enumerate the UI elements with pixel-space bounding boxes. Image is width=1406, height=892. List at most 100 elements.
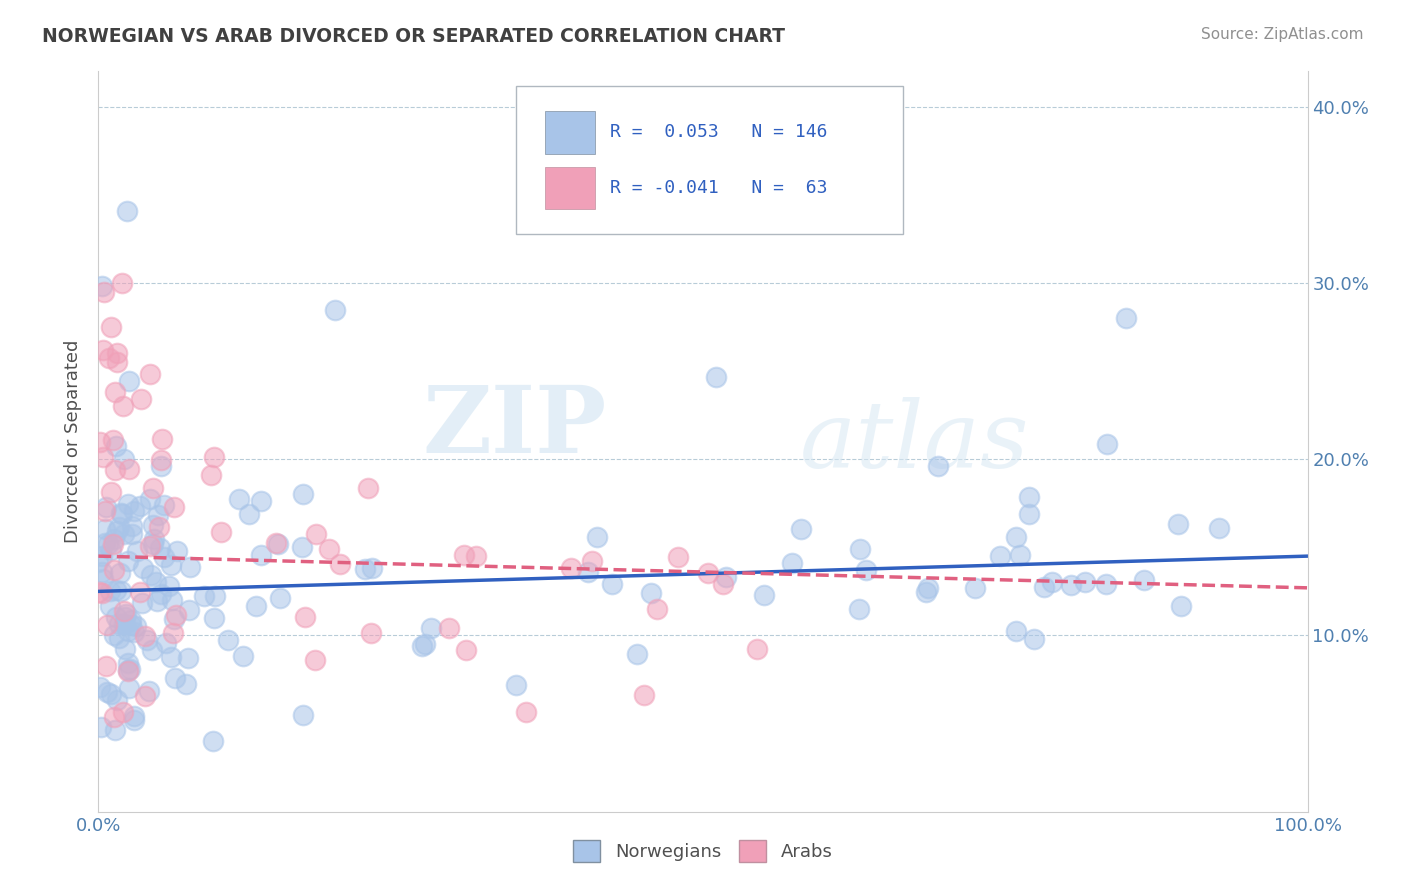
Point	[131, 596, 153, 610]
Point	[91, 566, 114, 580]
Point	[269, 591, 291, 605]
Point	[291, 487, 314, 501]
Point	[176, 677, 198, 691]
Point	[104, 723, 127, 738]
Point	[179, 559, 201, 574]
Point	[87, 555, 110, 569]
Point	[117, 656, 139, 670]
Point	[914, 585, 936, 599]
Point	[94, 522, 117, 536]
Point	[103, 563, 125, 577]
Point	[100, 687, 122, 701]
Point	[153, 549, 176, 564]
Point	[304, 652, 326, 666]
Point	[111, 399, 134, 413]
Point	[1167, 516, 1189, 531]
Point	[585, 530, 607, 544]
Point	[117, 663, 139, 677]
Point	[1115, 311, 1137, 326]
Point	[201, 734, 224, 748]
Point	[250, 494, 273, 508]
Legend: Norwegians, Arabs: Norwegians, Arabs	[567, 833, 839, 870]
Point	[134, 689, 156, 703]
Point	[782, 556, 804, 570]
Point	[149, 453, 172, 467]
Point	[115, 203, 138, 218]
Point	[166, 544, 188, 558]
Point	[917, 581, 939, 595]
Point	[89, 680, 111, 694]
Point	[305, 527, 328, 541]
Point	[122, 504, 145, 518]
Point	[139, 492, 162, 507]
Point	[132, 561, 155, 575]
Point	[115, 607, 138, 621]
Point	[104, 463, 127, 477]
Point	[91, 278, 114, 293]
Point	[1208, 521, 1230, 535]
Text: R = -0.041   N =  63: R = -0.041 N = 63	[610, 178, 827, 196]
Point	[1095, 437, 1118, 451]
Point	[1170, 599, 1192, 613]
Point	[100, 543, 122, 558]
Point	[1133, 574, 1156, 588]
Text: ZIP: ZIP	[422, 382, 606, 472]
Point	[89, 434, 111, 449]
Point	[122, 714, 145, 728]
Point	[91, 585, 114, 599]
Point	[148, 508, 170, 522]
Point	[117, 497, 139, 511]
Point	[848, 602, 870, 616]
Point	[121, 518, 143, 533]
Point	[118, 374, 141, 388]
Point	[112, 617, 135, 632]
Point	[155, 636, 177, 650]
Point	[134, 629, 156, 643]
Point	[204, 589, 226, 603]
Point	[145, 594, 167, 608]
Point	[103, 537, 125, 551]
Point	[1005, 624, 1028, 638]
Point	[464, 549, 486, 563]
Point	[150, 432, 173, 446]
Point	[160, 593, 183, 607]
Point	[505, 677, 527, 691]
Point	[848, 542, 870, 557]
Point	[100, 484, 122, 499]
Point	[117, 624, 139, 638]
Point	[93, 343, 115, 357]
Point	[103, 532, 125, 546]
Point	[266, 536, 288, 550]
Point	[716, 196, 738, 211]
Point	[1010, 548, 1032, 562]
Point	[245, 599, 267, 614]
Text: atlas: atlas	[800, 397, 1029, 486]
Point	[1018, 507, 1040, 521]
Point	[666, 549, 689, 564]
Point	[163, 500, 186, 514]
Point	[143, 532, 166, 546]
Point	[105, 355, 128, 369]
Point	[114, 609, 136, 624]
Point	[640, 586, 662, 600]
Point	[249, 548, 271, 562]
Point	[149, 541, 172, 556]
Point	[105, 346, 128, 360]
Point	[361, 561, 384, 575]
Point	[117, 554, 139, 568]
Point	[927, 459, 949, 474]
Point	[626, 648, 648, 662]
FancyBboxPatch shape	[544, 167, 595, 209]
Point	[94, 500, 117, 514]
Point	[107, 616, 129, 631]
Point	[162, 626, 184, 640]
Point	[645, 602, 668, 616]
Point	[149, 458, 172, 473]
Point	[413, 637, 436, 651]
Point	[122, 709, 145, 723]
Point	[152, 498, 174, 512]
Point	[118, 661, 141, 675]
Point	[121, 527, 143, 541]
Point	[90, 549, 112, 564]
Point	[139, 539, 162, 553]
